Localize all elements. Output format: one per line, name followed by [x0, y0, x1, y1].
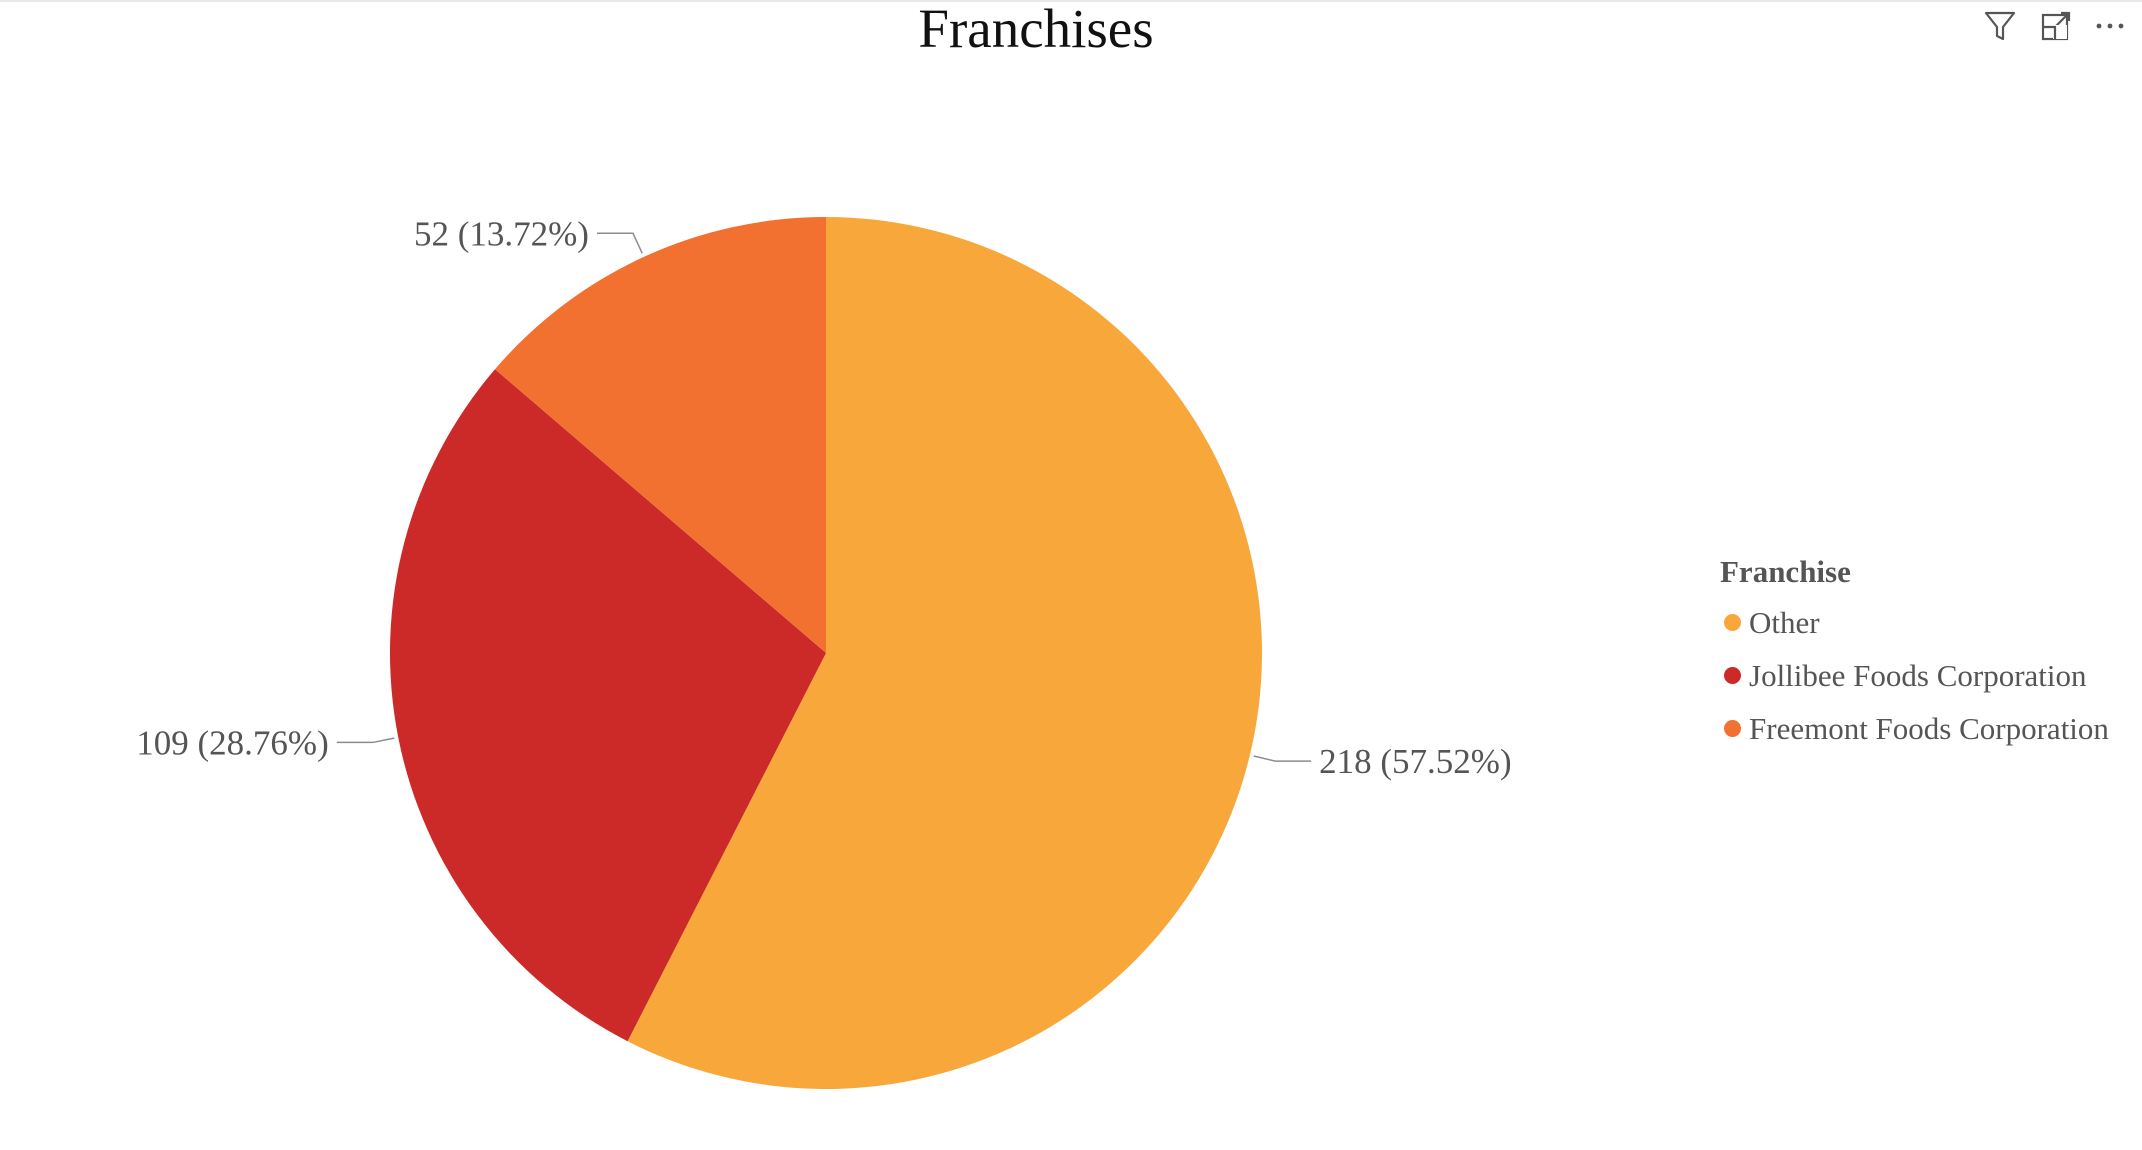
pie-slice-other[interactable] — [627, 217, 1263, 1089]
data-label: 218 (57.52%) — [1319, 742, 1511, 781]
filter-icon[interactable] — [1980, 6, 2020, 46]
legend-marker-icon — [1724, 720, 1741, 737]
legend-marker-icon — [1724, 667, 1741, 684]
legend-item[interactable]: Other — [1720, 596, 2109, 649]
pie-slice-freemont-foods-corporation[interactable] — [494, 217, 826, 653]
pie-slice-jollibee-foods-corporation[interactable] — [389, 369, 826, 1042]
legend-item[interactable]: Jollibee Foods Corporation — [1720, 649, 2109, 702]
legend: Franchise Other Jollibee Foods Corporatio… — [1720, 552, 2109, 755]
leader-line — [1253, 755, 1312, 762]
data-label: 109 (28.76%) — [136, 723, 328, 762]
chart-title: Franchises — [918, 0, 1154, 59]
legend-label: Other — [1749, 604, 1820, 640]
legend-item[interactable]: Freemont Foods Corporation — [1720, 702, 2109, 755]
leader-line — [596, 232, 643, 254]
visual-header-icons — [1972, 6, 2142, 46]
legend-marker-icon — [1724, 614, 1741, 631]
leader-line — [336, 737, 395, 744]
more-options-icon[interactable] — [2090, 6, 2130, 46]
top-divider — [0, 0, 2142, 2]
legend-title: Franchise — [1720, 554, 1851, 589]
data-label: 52 (13.72%) — [414, 214, 589, 253]
legend-label: Freemont Foods Corporation — [1749, 710, 2109, 746]
legend-label: Jollibee Foods Corporation — [1749, 657, 2087, 693]
focus-mode-icon[interactable] — [2036, 6, 2076, 46]
